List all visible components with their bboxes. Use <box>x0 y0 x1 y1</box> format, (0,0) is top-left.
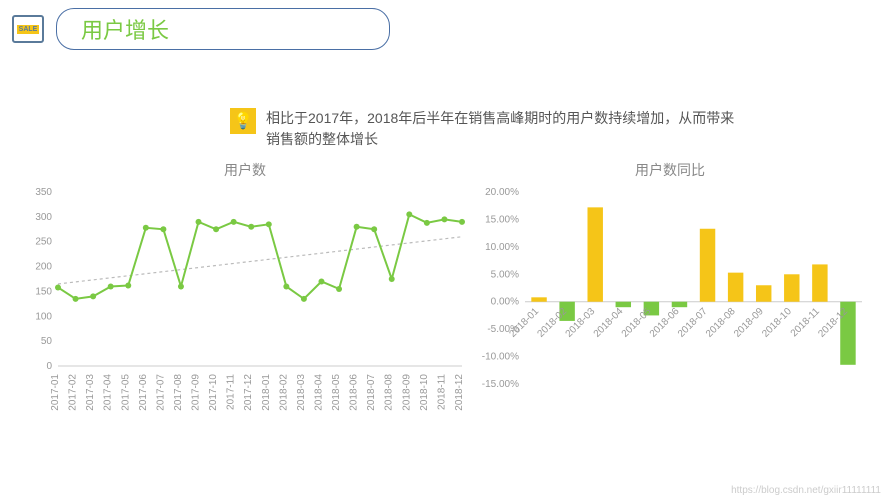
svg-text:0: 0 <box>46 361 52 372</box>
bar-chart: -15.00%-10.00%-5.00%0.00%5.00%10.00%15.0… <box>470 186 870 446</box>
page-header: SALE 用户增长 <box>0 0 889 58</box>
svg-text:2017-09: 2017-09 <box>191 374 202 411</box>
svg-text:250: 250 <box>35 237 52 248</box>
svg-text:2018-01: 2018-01 <box>261 374 272 411</box>
svg-text:2018-02: 2018-02 <box>536 306 570 340</box>
svg-text:2018-11: 2018-11 <box>436 374 447 410</box>
line-chart: 0 50 100 150 200 250 300 350 2017-01 2017-02 2017-… <box>20 186 470 446</box>
svg-text:2018-05: 2018-05 <box>331 374 342 411</box>
svg-text:2017-05: 2017-05 <box>120 374 131 411</box>
svg-text:2018-03: 2018-03 <box>296 374 307 411</box>
svg-text:2017-07: 2017-07 <box>155 374 166 411</box>
svg-text:300: 300 <box>35 212 52 223</box>
svg-text:2018-05: 2018-05 <box>620 306 654 340</box>
insight-text: 相比于2017年，2018年后半年在销售高峰期时的用户数持续增加，从而带来销售额… <box>266 108 746 150</box>
svg-text:2018-01: 2018-01 <box>507 306 541 340</box>
bar-chart-title: 用户数同比 <box>470 160 870 180</box>
lightbulb-icon: 💡 <box>230 108 256 134</box>
svg-text:5.00%: 5.00% <box>491 269 519 280</box>
svg-text:2017-11: 2017-11 <box>226 374 237 410</box>
svg-text:2018-09: 2018-09 <box>401 374 412 411</box>
svg-text:2018-04: 2018-04 <box>592 306 626 340</box>
svg-text:2018-12: 2018-12 <box>454 374 465 411</box>
page-title: 用户增长 <box>56 8 390 50</box>
svg-text:2018-07: 2018-07 <box>366 374 377 411</box>
svg-text:2018-08: 2018-08 <box>704 306 738 340</box>
svg-text:2018-10: 2018-10 <box>760 306 794 340</box>
svg-text:0.00%: 0.00% <box>491 297 519 308</box>
svg-text:20.00%: 20.00% <box>485 187 519 198</box>
svg-text:2018-07: 2018-07 <box>676 306 710 340</box>
svg-text:-10.00%: -10.00% <box>482 352 519 363</box>
svg-text:2018-09: 2018-09 <box>732 306 766 340</box>
svg-text:10.00%: 10.00% <box>485 242 519 253</box>
sale-badge-label: SALE <box>17 25 40 34</box>
bar-chart-block: 用户数同比 -15.00%-10.00%-5.00%0.00%5.00%10.0… <box>470 160 870 451</box>
svg-text:2018-10: 2018-10 <box>419 374 430 411</box>
svg-text:2017-10: 2017-10 <box>208 374 219 411</box>
svg-text:2018-08: 2018-08 <box>384 374 395 411</box>
svg-text:2017-12: 2017-12 <box>243 374 254 411</box>
svg-text:15.00%: 15.00% <box>485 214 519 225</box>
svg-text:2018-04: 2018-04 <box>313 374 324 411</box>
svg-text:2017-04: 2017-04 <box>103 374 114 411</box>
svg-text:2017-02: 2017-02 <box>68 374 79 411</box>
line-chart-block: 用户数 0 50 100 150 200 250 300 350 2017-01 2017-02 2… <box>20 160 470 451</box>
insight-row: 💡 相比于2017年，2018年后半年在销售高峰期时的用户数持续增加，从而带来销… <box>230 108 889 150</box>
svg-text:350: 350 <box>35 187 52 198</box>
svg-text:2018-06: 2018-06 <box>349 374 360 411</box>
svg-text:2018-02: 2018-02 <box>278 374 289 411</box>
line-chart-title: 用户数 <box>20 160 470 180</box>
watermark-text: https://blog.csdn.net/gxiir11111111 <box>731 485 881 496</box>
svg-text:100: 100 <box>35 311 52 322</box>
sale-badge-icon: SALE <box>12 15 44 43</box>
svg-text:2017-01: 2017-01 <box>50 374 61 411</box>
svg-text:2017-06: 2017-06 <box>138 374 149 411</box>
svg-text:2017-08: 2017-08 <box>173 374 184 411</box>
svg-text:200: 200 <box>35 262 52 273</box>
svg-text:150: 150 <box>35 286 52 297</box>
svg-text:50: 50 <box>41 336 53 347</box>
svg-text:-15.00%: -15.00% <box>482 379 519 390</box>
svg-text:2017-03: 2017-03 <box>85 374 96 411</box>
charts-row: 用户数 0 50 100 150 200 250 300 350 2017-01 2017-02 2… <box>0 160 889 451</box>
